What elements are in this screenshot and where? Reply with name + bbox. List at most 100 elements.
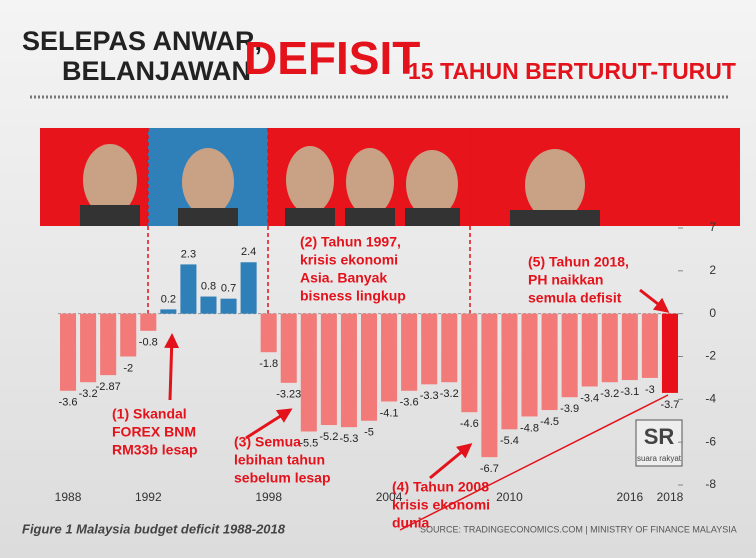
bar xyxy=(501,313,518,430)
value-label: -4.1 xyxy=(380,407,399,419)
bar xyxy=(381,313,398,402)
bar xyxy=(461,313,478,413)
bar xyxy=(581,313,598,387)
bar xyxy=(541,313,558,411)
annotation-line: (4) Tahun 2008 xyxy=(392,479,489,495)
y-tick-label: -6 xyxy=(705,434,716,448)
bar xyxy=(220,298,237,314)
annotation-line: FOREX BNM xyxy=(112,424,196,440)
y-tick-label: 2 xyxy=(709,263,716,277)
connector xyxy=(399,394,669,531)
value-label: -1.8 xyxy=(259,358,278,370)
annotation-line: lebihan tahun xyxy=(234,452,325,468)
value-label: -3.2 xyxy=(600,388,619,400)
annotation-line: krisis ekonomi xyxy=(392,497,490,513)
x-tick-label: 2004 xyxy=(376,490,403,504)
bar xyxy=(521,313,538,417)
value-label: -3.6 xyxy=(59,397,78,409)
y-tick-label: 7 xyxy=(709,220,716,234)
annotation-line: (2) Tahun 1997, xyxy=(300,234,401,250)
value-label: -3.9 xyxy=(560,403,579,415)
bar xyxy=(140,313,157,331)
bar xyxy=(160,309,177,314)
annotation-line: krisis ekonomi xyxy=(300,252,398,268)
annotation-arrow xyxy=(164,333,180,401)
title-rest: 15 TAHUN BERTURUT-TURUT xyxy=(408,58,736,84)
bar xyxy=(601,313,618,383)
value-label: 2.4 xyxy=(241,246,256,258)
value-label: -5.5 xyxy=(299,437,318,449)
x-tick-label: 1998 xyxy=(255,490,282,504)
value-label: -2 xyxy=(123,362,133,374)
y-tick-label: -2 xyxy=(705,349,716,363)
annotation-line: (3) Semua xyxy=(234,434,301,450)
y-tick-label: -4 xyxy=(705,392,716,406)
value-label: -5.2 xyxy=(319,431,338,443)
value-label: -5.4 xyxy=(500,435,519,447)
value-label: 2.3 xyxy=(181,248,196,260)
bar xyxy=(481,313,498,458)
bar xyxy=(300,313,317,432)
bar xyxy=(421,313,438,385)
value-label: -3.4 xyxy=(580,392,599,404)
bar xyxy=(60,313,77,391)
bar xyxy=(260,313,277,353)
x-tick-label: 2016 xyxy=(616,490,643,504)
annotation-arrow xyxy=(245,408,293,440)
bar xyxy=(340,313,357,428)
value-label: -4.8 xyxy=(520,422,539,434)
value-label: -3.2 xyxy=(79,388,98,400)
value-label: -3.3 xyxy=(420,390,439,402)
value-label: -3.1 xyxy=(620,386,639,398)
value-label: -3 xyxy=(645,384,655,396)
value-label: -2.87 xyxy=(96,381,121,393)
annotation-line: dunia xyxy=(392,515,430,531)
bar xyxy=(200,296,217,314)
annotation-line: sebelum lesap xyxy=(234,470,331,486)
bar xyxy=(360,313,378,421)
value-label: -3.6 xyxy=(400,397,419,409)
annotation-line: Asia. Banyak xyxy=(300,270,387,286)
y-tick-label: -8 xyxy=(705,477,716,491)
bar xyxy=(661,313,678,393)
x-tick-label: 1992 xyxy=(135,490,162,504)
value-label: -3.2 xyxy=(440,388,459,400)
value-label: -5 xyxy=(364,427,374,439)
logo-text: SR xyxy=(644,424,675,449)
annotation-arrow xyxy=(639,288,670,313)
x-tick-label: 2010 xyxy=(496,490,523,504)
bar xyxy=(120,313,137,357)
value-label: 0.2 xyxy=(161,293,176,305)
logo-sub: suara rakyat xyxy=(637,454,682,463)
title-highlight: DEFISIT xyxy=(244,32,420,84)
value-label: -3.23 xyxy=(276,389,301,401)
bar xyxy=(180,264,197,314)
value-label: -4.6 xyxy=(460,418,479,430)
annotation-line: bisness lingkup xyxy=(300,288,406,304)
bar xyxy=(240,262,257,314)
annotation-line: PH naikkan xyxy=(528,272,603,288)
y-tick-label: 0 xyxy=(709,306,716,320)
bar xyxy=(621,313,638,381)
bar xyxy=(641,313,658,378)
era-dividers xyxy=(147,128,471,318)
annotation-line: (5) Tahun 2018, xyxy=(528,254,629,270)
x-tick-label: 1988 xyxy=(55,490,82,504)
value-label: 0.8 xyxy=(201,280,216,292)
annotation-arrow xyxy=(429,443,473,480)
value-label: 0.7 xyxy=(221,283,236,295)
x-tick-label: 2018 xyxy=(657,490,684,504)
bar xyxy=(441,313,458,383)
value-label: -4.5 xyxy=(540,416,559,428)
annotation-line: (1) Skandal xyxy=(112,406,187,422)
bar xyxy=(80,313,97,383)
caption: Figure 1 Malaysia budget deficit 1988-20… xyxy=(22,521,286,536)
logo: SR suara rakyat xyxy=(635,419,683,467)
value-label: -6.7 xyxy=(480,463,499,475)
value-label: -3.7 xyxy=(660,399,679,411)
bar xyxy=(401,313,418,391)
value-label: -0.8 xyxy=(139,337,158,349)
annotation-line: semula defisit xyxy=(528,290,622,306)
